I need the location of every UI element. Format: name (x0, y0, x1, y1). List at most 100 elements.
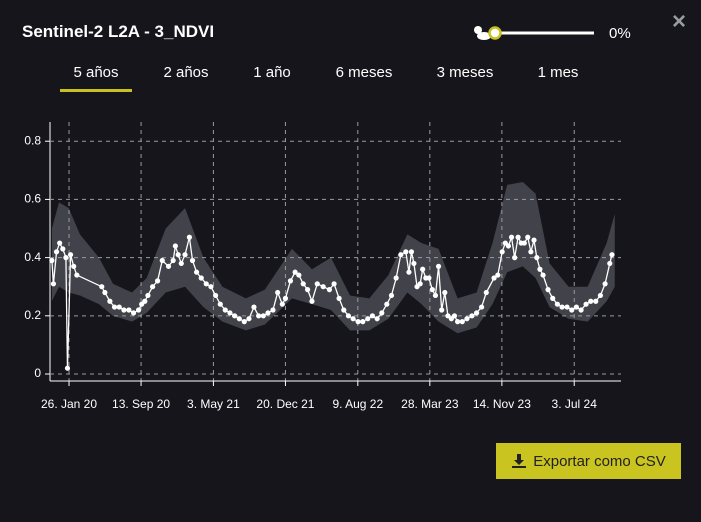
data-point (345, 313, 352, 319)
data-point (60, 246, 66, 252)
data-point (304, 287, 311, 293)
data-point (531, 237, 537, 243)
data-point (512, 255, 518, 261)
data-point (111, 304, 118, 310)
data-point (505, 243, 512, 249)
data-point (426, 275, 432, 281)
data-point (300, 281, 306, 287)
data-point (145, 292, 151, 299)
data-point (398, 252, 404, 258)
data-point (540, 272, 546, 278)
data-point (99, 284, 105, 290)
data-point (429, 287, 435, 293)
data-point (296, 272, 302, 278)
data-point (369, 313, 376, 319)
data-point (212, 292, 219, 299)
data-point (379, 310, 385, 316)
export-button[interactable]: Exportar como CSV (496, 443, 681, 479)
data-point (282, 295, 289, 301)
data-point (384, 301, 390, 307)
data-point (341, 307, 347, 313)
data-point (159, 257, 165, 264)
data-point (583, 301, 589, 307)
data-point (71, 263, 77, 269)
y-tick-label: 0.4 (24, 250, 41, 264)
data-point (411, 260, 417, 267)
slider-knob[interactable] (488, 26, 502, 40)
data-point (50, 281, 57, 287)
data-point (292, 269, 298, 275)
data-point (521, 240, 527, 246)
data-point (607, 260, 613, 267)
data-point (193, 269, 200, 275)
data-point (432, 292, 439, 299)
data-point (499, 249, 505, 255)
y-tick-label: 0 (34, 366, 41, 380)
x-tick-label: 13. Sep 20 (112, 397, 170, 411)
download-icon (512, 454, 527, 468)
data-point (172, 243, 178, 249)
tab[interactable]: 3 meses (436, 64, 494, 81)
data-point (564, 304, 570, 310)
data-point (57, 240, 63, 246)
x-tick-label: 3. Jul 24 (552, 397, 598, 411)
data-point (198, 275, 204, 281)
data-point (102, 289, 108, 296)
x-tick-label: 26. Jan 20 (41, 397, 97, 411)
data-point (256, 313, 262, 319)
x-tick-label: 20. Dec 21 (256, 397, 314, 411)
data-point (175, 252, 181, 258)
data-point (260, 313, 266, 319)
data-point (559, 304, 565, 310)
data-point (49, 257, 55, 264)
data-point (241, 319, 247, 325)
data-point (393, 275, 399, 281)
tab[interactable]: 6 meses (335, 64, 393, 81)
data-point (331, 281, 337, 287)
data-point (279, 301, 285, 307)
data-point (573, 304, 580, 310)
data-point (126, 307, 132, 313)
data-point (67, 252, 74, 258)
data-point (451, 313, 458, 319)
data-point (227, 310, 233, 316)
data-point (208, 284, 214, 290)
data-point (107, 298, 113, 304)
data-point (464, 316, 470, 322)
data-point (170, 257, 176, 264)
data-point (408, 249, 415, 255)
data-point (116, 304, 122, 310)
tab[interactable]: 2 años (163, 64, 209, 81)
data-point (350, 316, 356, 322)
x-tick-label: 3. May 21 (187, 397, 240, 411)
data-point (64, 365, 71, 371)
slider-label: 0% (609, 25, 631, 42)
data-point (417, 281, 423, 287)
tab[interactable]: 5 años (73, 64, 119, 81)
data-point (454, 319, 461, 325)
data-point (508, 234, 515, 240)
data-point (270, 307, 276, 313)
data-point (154, 278, 161, 284)
data-point (360, 319, 366, 325)
data-point (189, 257, 196, 264)
data-point (186, 234, 192, 240)
data-point (320, 284, 326, 290)
x-tick-label: 9. Aug 22 (332, 397, 383, 411)
data-point (130, 310, 137, 316)
data-point (336, 295, 342, 301)
range-band (51, 181, 615, 334)
data-point (182, 252, 188, 258)
tab[interactable]: 1 mes (537, 64, 579, 81)
data-point (265, 310, 271, 316)
data-point (495, 272, 501, 278)
tab[interactable]: 1 año (253, 64, 291, 81)
data-point (203, 281, 209, 287)
close-button[interactable]: × (672, 8, 687, 35)
data-point (287, 278, 294, 284)
x-tick-label: 14. Nov 23 (473, 397, 531, 411)
y-tick-label: 0.6 (24, 192, 41, 206)
data-point (609, 252, 615, 258)
